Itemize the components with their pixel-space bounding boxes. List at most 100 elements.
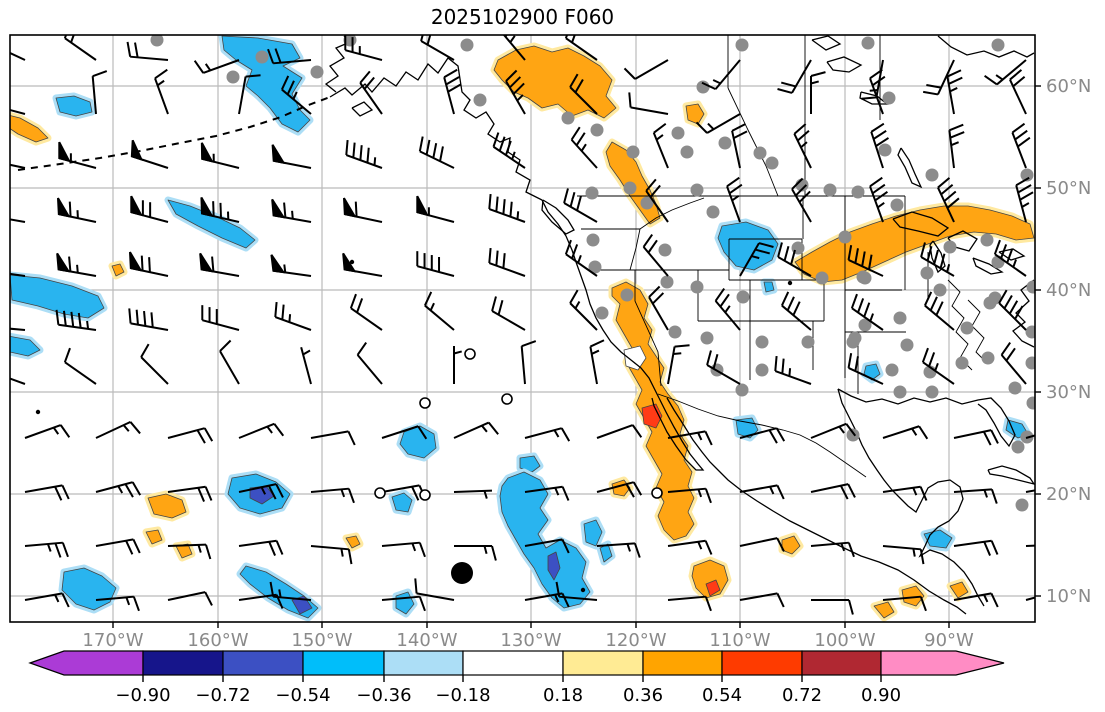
barb-full bbox=[921, 347, 929, 363]
wind-barb bbox=[167, 591, 213, 606]
barb-staff bbox=[739, 242, 760, 277]
barb-staff bbox=[443, 77, 455, 115]
wind-barb bbox=[645, 178, 669, 223]
barb-pennant bbox=[56, 252, 71, 273]
barb-staff bbox=[596, 542, 635, 547]
barb-staff bbox=[1025, 489, 1035, 493]
barb-full bbox=[0, 313, 2, 328]
barb-full bbox=[652, 292, 665, 305]
barb-staff bbox=[356, 354, 383, 385]
barb-full bbox=[128, 308, 132, 324]
barb-full bbox=[869, 176, 883, 188]
colorbar-segment bbox=[383, 650, 464, 676]
station-dot bbox=[1026, 396, 1035, 410]
barb-half bbox=[117, 485, 124, 494]
barb-full bbox=[512, 82, 525, 95]
barb-full bbox=[129, 421, 141, 435]
barb-staff bbox=[219, 350, 240, 385]
colorbar-tick-label: −0.36 bbox=[356, 685, 411, 706]
wind-barb bbox=[1025, 544, 1035, 547]
station-dot bbox=[900, 338, 914, 352]
station-dot bbox=[823, 183, 837, 197]
station-dot bbox=[815, 271, 829, 285]
barb-full bbox=[148, 257, 151, 273]
station-dot bbox=[925, 168, 939, 182]
station-dot bbox=[856, 270, 870, 284]
wind-barb bbox=[793, 123, 812, 169]
barb-full bbox=[92, 70, 108, 78]
barb-full bbox=[731, 123, 746, 132]
barb-staff bbox=[882, 485, 921, 493]
barb-half bbox=[751, 255, 760, 260]
wind-barb bbox=[453, 489, 493, 499]
contour-patch bbox=[399, 425, 437, 459]
barb-full bbox=[928, 352, 936, 367]
barb-full bbox=[633, 543, 641, 558]
barb-half bbox=[995, 74, 1004, 81]
station-dot bbox=[960, 321, 974, 335]
barb-full bbox=[143, 310, 147, 327]
barb-full bbox=[714, 288, 725, 302]
station-dots bbox=[35, 35, 1035, 593]
lon-tick-label: 100°W bbox=[814, 630, 875, 651]
wind-barb bbox=[882, 545, 925, 565]
symbols bbox=[374, 348, 663, 584]
wind-barb bbox=[739, 592, 785, 608]
wind-barb bbox=[948, 123, 965, 169]
barb-staff bbox=[10, 108, 26, 115]
wind-barb bbox=[953, 488, 998, 504]
barb-full bbox=[269, 581, 275, 597]
wind-barb bbox=[520, 340, 537, 385]
wind-barb bbox=[993, 239, 1027, 277]
contour-patch bbox=[147, 493, 187, 519]
barb-full bbox=[791, 177, 804, 190]
barb-full bbox=[946, 197, 960, 209]
colorbar-tick-label: −0.72 bbox=[195, 685, 250, 706]
barb-full bbox=[418, 136, 424, 152]
barb-full bbox=[647, 239, 658, 254]
lon-tick-label: 130°W bbox=[500, 630, 561, 651]
barb-full bbox=[874, 190, 888, 202]
station-dot bbox=[460, 38, 474, 52]
barb-staff bbox=[424, 304, 455, 331]
wind-barb bbox=[95, 595, 140, 612]
barb-staff bbox=[882, 425, 920, 439]
barb-full bbox=[203, 427, 214, 442]
barb-full bbox=[564, 35, 569, 39]
barb-half bbox=[483, 545, 488, 554]
barb-full bbox=[873, 129, 887, 140]
barb-full bbox=[642, 234, 653, 248]
coastline bbox=[17, 96, 331, 171]
wind-barb bbox=[130, 195, 169, 223]
barb-staff bbox=[667, 487, 706, 493]
barb-full bbox=[447, 83, 462, 93]
barb-staff bbox=[810, 541, 849, 547]
barb-staff bbox=[359, 82, 383, 115]
barb-staff bbox=[10, 51, 26, 61]
barb-staff bbox=[648, 296, 669, 331]
wind-barb bbox=[953, 539, 999, 556]
barb-half bbox=[52, 426, 60, 435]
barb-pennant bbox=[130, 139, 144, 162]
wind-barb bbox=[922, 59, 955, 96]
wind-barb bbox=[869, 176, 888, 223]
barb-full bbox=[569, 289, 579, 304]
barb-full bbox=[359, 145, 363, 161]
barb-staff bbox=[238, 593, 277, 601]
barb-full bbox=[132, 596, 140, 612]
barb-full bbox=[347, 488, 355, 504]
barb-half bbox=[266, 425, 273, 434]
barb-staff bbox=[739, 537, 778, 547]
barb-full bbox=[197, 487, 205, 502]
barb-staff bbox=[706, 364, 741, 385]
barb-full bbox=[150, 312, 154, 328]
barb-full bbox=[432, 143, 438, 159]
station-dot bbox=[991, 38, 1005, 52]
barb-half bbox=[707, 122, 715, 130]
barb-half bbox=[516, 94, 524, 102]
wind-barb bbox=[342, 197, 383, 223]
wind-barb bbox=[0, 313, 26, 331]
wind-barb bbox=[443, 68, 462, 115]
contour-patch bbox=[763, 281, 775, 293]
barb-half bbox=[481, 424, 488, 433]
